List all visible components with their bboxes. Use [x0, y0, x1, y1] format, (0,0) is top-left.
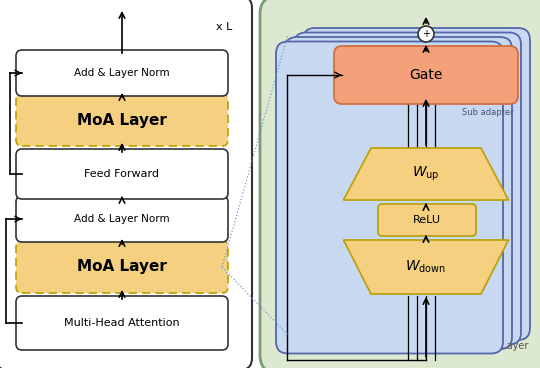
FancyBboxPatch shape: [294, 32, 521, 344]
FancyBboxPatch shape: [16, 94, 228, 146]
Text: Multi-Head Attention: Multi-Head Attention: [64, 318, 180, 328]
Text: MoA Layer: MoA Layer: [77, 113, 167, 127]
Text: $W_{\rm up}$: $W_{\rm up}$: [412, 165, 440, 183]
FancyBboxPatch shape: [0, 0, 252, 368]
Text: +: +: [422, 29, 430, 39]
FancyBboxPatch shape: [303, 28, 530, 340]
FancyBboxPatch shape: [260, 0, 540, 368]
Text: Sub adapter: Sub adapter: [462, 108, 514, 117]
Polygon shape: [343, 240, 509, 294]
Text: Add & Layer Norm: Add & Layer Norm: [74, 214, 170, 224]
Text: $W_{\rm down}$: $W_{\rm down}$: [406, 259, 447, 275]
Text: Gate: Gate: [409, 68, 443, 82]
Polygon shape: [343, 148, 509, 200]
FancyBboxPatch shape: [276, 42, 503, 354]
Circle shape: [418, 26, 434, 42]
Text: MoA Layer: MoA Layer: [77, 259, 167, 275]
Text: MoA Layer: MoA Layer: [477, 341, 528, 351]
Text: x L: x L: [215, 22, 232, 32]
FancyBboxPatch shape: [16, 296, 228, 350]
Text: ReLU: ReLU: [413, 215, 441, 225]
FancyBboxPatch shape: [285, 37, 512, 349]
Text: Feed Forward: Feed Forward: [84, 169, 159, 179]
FancyBboxPatch shape: [334, 46, 518, 104]
FancyBboxPatch shape: [16, 196, 228, 242]
FancyBboxPatch shape: [16, 149, 228, 199]
FancyBboxPatch shape: [378, 204, 476, 236]
Text: Add & Layer Norm: Add & Layer Norm: [74, 68, 170, 78]
FancyBboxPatch shape: [16, 50, 228, 96]
FancyBboxPatch shape: [16, 241, 228, 293]
